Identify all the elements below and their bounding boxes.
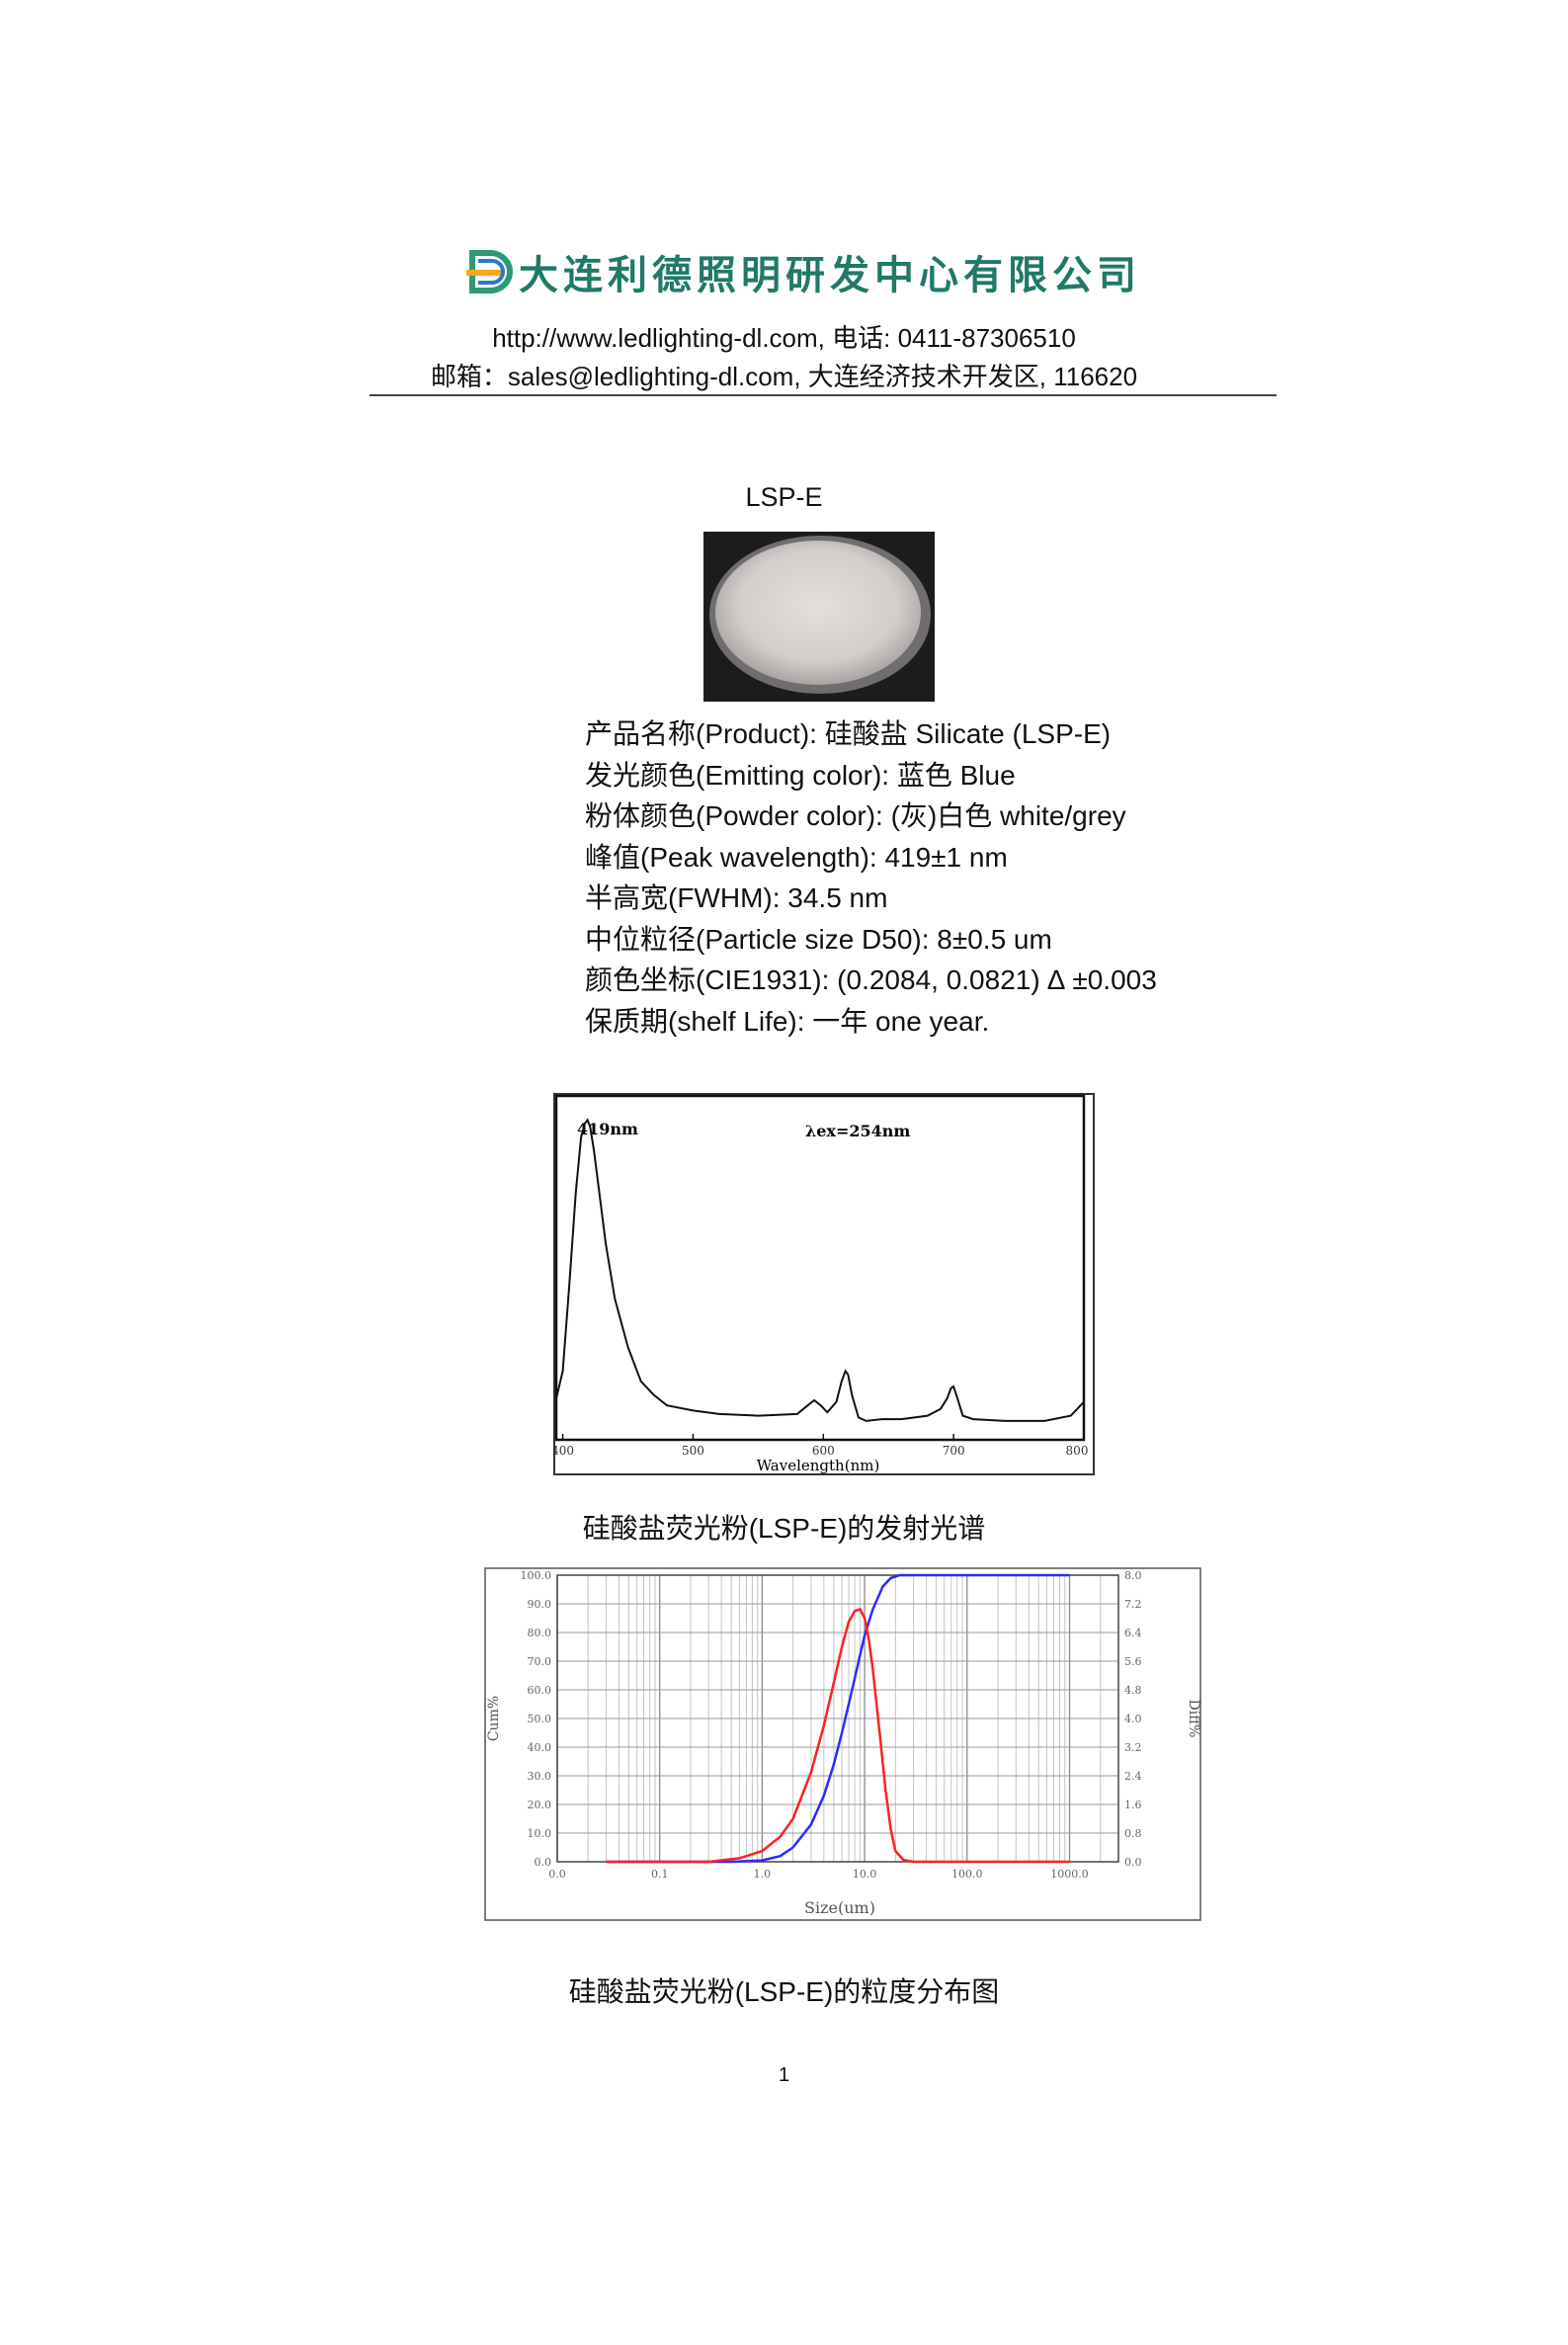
emission-spectrum-chart: 419nm λex=254nm 400 500 600 700 800 Waveleng… <box>553 1093 1095 1475</box>
psd-x-axis-label: Size(um) <box>804 1898 875 1917</box>
peak-annotation: 419nm <box>577 1120 638 1138</box>
particle-size-chart: 0.0 0.1 1.0 10.0 100.0 1000.0 0.0 10.0 20.0 30.0 4… <box>484 1567 1201 1921</box>
psd-y-tick-label: 10.0 <box>528 1827 552 1840</box>
psd-y2-tick-label: 3.2 <box>1124 1741 1142 1754</box>
psd-y2-tick-label: 0.8 <box>1124 1827 1142 1840</box>
spec-cie-coordinates: 颜色坐标(CIE1931): (0.2084, 0.0821) ∆ ±0.003 <box>585 964 1157 995</box>
spectrum-x-tick-label: 400 <box>553 1444 574 1458</box>
psd-y2-tick-label: 2.4 <box>1124 1770 1142 1783</box>
spec-product-name: 产品名称(Product): 硅酸盐 Silicate (LSP-E) <box>585 718 1112 749</box>
company-name: 大连利德照明研发中心有限公司 <box>519 252 1141 298</box>
psd-y2-tick-label: 6.4 <box>1124 1627 1142 1639</box>
psd-x-tick-label: 0.0 <box>548 1868 566 1881</box>
spectrum-series-line <box>555 1118 1085 1422</box>
spec-peak-wavelength: 峰值(Peak wavelength): 419±1 nm <box>585 841 1008 873</box>
spec-shelf-life: 保质期(shelf Life): 一年 one year. <box>585 1005 990 1037</box>
psd-y-tick-label: 100.0 <box>521 1569 552 1582</box>
psd-y2-tick-label: 4.8 <box>1124 1684 1142 1697</box>
psd-y-tick-label: 90.0 <box>528 1598 552 1611</box>
psd-y-tick-label: 50.0 <box>528 1713 552 1725</box>
spectrum-x-tick-label: 600 <box>812 1444 835 1458</box>
header-divider <box>370 394 1277 396</box>
psd-y2-tick-label: 5.6 <box>1124 1655 1142 1668</box>
spectrum-x-tick-label: 500 <box>682 1444 704 1458</box>
product-code: LSP-E <box>745 482 823 512</box>
psd-y2-tick-label: 7.2 <box>1124 1598 1142 1611</box>
psd-y2-axis-label: Diff% <box>1186 1700 1201 1738</box>
psd-x-tick-label: 1.0 <box>754 1868 772 1881</box>
spec-fwhm: 半高宽(FWHM): 34.5 nm <box>585 882 888 913</box>
psd-y2-tick-label: 4.0 <box>1124 1713 1142 1725</box>
phosphor-powder-photo <box>703 532 935 702</box>
spectrum-x-tick-label: 700 <box>943 1444 965 1458</box>
particle-size-caption: 硅酸盐荧光粉(LSP-E)的粒度分布图 <box>568 1976 1000 2007</box>
cumulative-series-line <box>606 1573 1070 1864</box>
psd-x-tick-label: 0.1 <box>651 1868 669 1881</box>
spec-emitting-color: 发光颜色(Emitting color): 蓝色 Blue <box>585 759 1016 791</box>
psd-x-tick-label: 10.0 <box>853 1868 877 1881</box>
company-logo-icon <box>466 250 513 293</box>
psd-x-tick-label: 1000.0 <box>1050 1868 1089 1881</box>
psd-y2-tick-label: 1.6 <box>1124 1799 1142 1811</box>
psd-y-axis-label: Cum% <box>486 1696 502 1741</box>
spec-particle-size: 中位粒径(Particle size D50): 8±0.5 um <box>585 923 1052 955</box>
contact-line-website-phone: http://www.ledlighting-dl.com, 电话: 0411-… <box>492 323 1076 353</box>
product-spec-list: 产品名称(Product): 硅酸盐 Silicate (LSP-E) 发光颜色… <box>585 713 1157 1042</box>
psd-x-tick-label: 100.0 <box>951 1868 983 1881</box>
spec-powder-color: 粉体颜色(Powder color): (灰)白色 white/grey <box>585 800 1126 831</box>
psd-y2-tick-label: 8.0 <box>1124 1569 1142 1582</box>
psd-y2-tick-label: 0.0 <box>1124 1856 1142 1869</box>
spectrum-caption: 硅酸盐荧光粉(LSP-E)的发射光谱 <box>582 1513 986 1544</box>
psd-y-tick-label: 0.0 <box>535 1856 552 1869</box>
contact-line-email-address: 邮箱：sales@ledlighting-dl.com, 大连经济技术开发区, … <box>430 362 1138 391</box>
psd-y-tick-label: 60.0 <box>528 1684 552 1697</box>
psd-y-tick-label: 30.0 <box>528 1770 552 1783</box>
psd-y-tick-label: 80.0 <box>528 1627 552 1639</box>
psd-y-tick-label: 40.0 <box>528 1741 552 1754</box>
excitation-annotation: λex=254nm <box>805 1122 910 1140</box>
psd-y-tick-label: 70.0 <box>528 1655 552 1668</box>
differential-series-line <box>606 1607 1070 1864</box>
psd-y-tick-label: 20.0 <box>528 1799 552 1811</box>
spectrum-x-axis-label: Wavelength(nm) <box>757 1457 880 1474</box>
page-number: 1 <box>778 2064 790 2086</box>
spectrum-x-tick-label: 800 <box>1066 1444 1089 1458</box>
